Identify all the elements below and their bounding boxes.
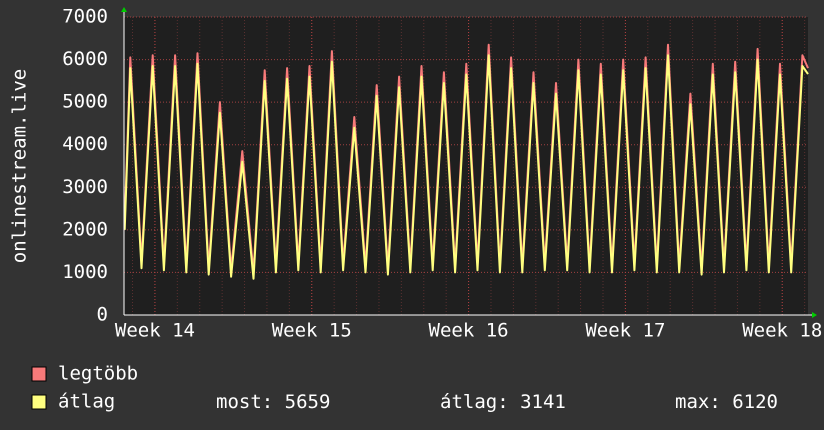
y-axis-label: onlinestream.live [9, 69, 31, 263]
stat-label: max: [675, 391, 721, 413]
x-axis-arrow [812, 312, 817, 318]
legend-label: átlag [58, 391, 115, 413]
y-tick-label: 0 [97, 304, 108, 326]
x-tick-label: Week 16 [429, 320, 509, 342]
y-axis-arrow [121, 7, 127, 12]
series-line [123, 54, 809, 280]
x-tick-label: Week 14 [115, 320, 195, 342]
legend-stat: most: 5659 [216, 391, 330, 413]
stat-label: átlag: [440, 391, 509, 413]
legend-label: legtöbb [58, 363, 138, 385]
y-tick-label: 7000 [62, 6, 108, 28]
stat-value: 5659 [285, 391, 331, 413]
plot-area [124, 17, 808, 315]
y-tick-label: 3000 [62, 176, 108, 198]
stat-value: 6120 [732, 391, 778, 413]
y-tick-label: 1000 [62, 261, 108, 283]
legend-stat: átlag: 3141 [440, 391, 566, 413]
legend-swatch [31, 366, 47, 382]
y-tick-label: 4000 [62, 133, 108, 155]
y-tick-label: 6000 [62, 48, 108, 70]
x-tick-label: Week 18 [742, 320, 822, 342]
legend-swatch [31, 394, 47, 410]
y-tick-label: 5000 [62, 91, 108, 113]
stat-value: 3141 [520, 391, 566, 413]
stat-label: most: [216, 391, 273, 413]
x-tick-label: Week 17 [585, 320, 665, 342]
x-tick-label: Week 15 [272, 320, 352, 342]
legend-stat: max: 6120 [675, 391, 778, 413]
y-tick-label: 2000 [62, 218, 108, 240]
